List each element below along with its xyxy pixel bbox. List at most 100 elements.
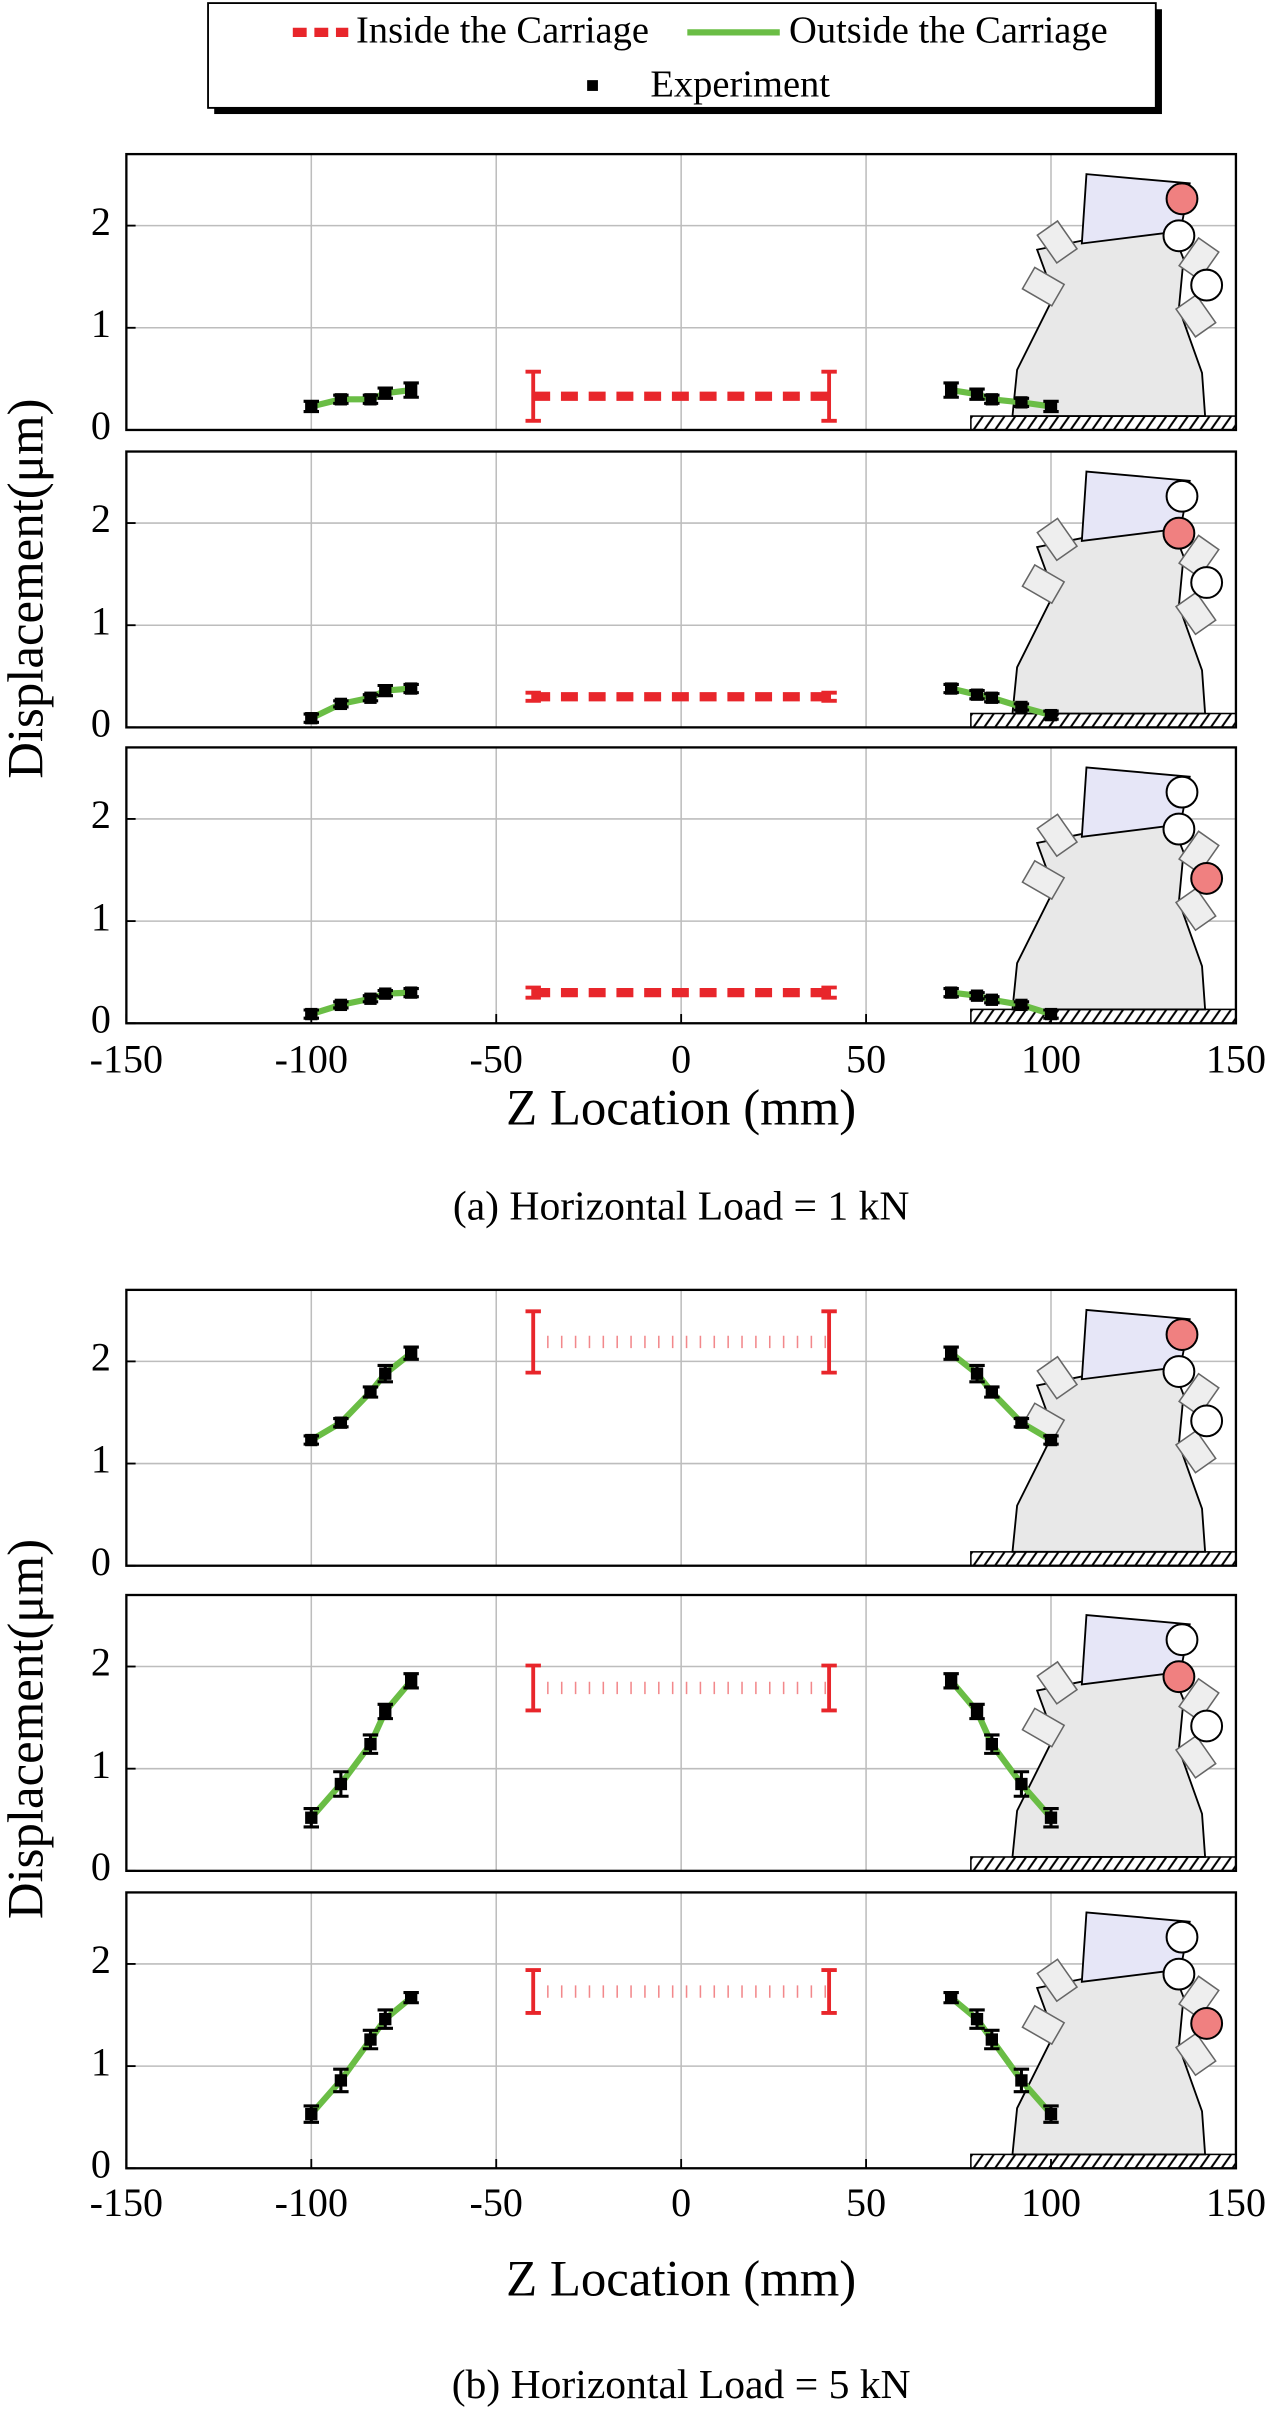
experiment-point <box>334 2074 348 2087</box>
sensor <box>1165 182 1199 216</box>
experiment-point <box>364 1737 377 1751</box>
experiment-point <box>1015 396 1028 409</box>
experiment-point <box>305 1811 318 1824</box>
y-tick-label: 2 <box>91 792 111 837</box>
experiment-point <box>404 383 418 397</box>
roller <box>1178 1372 1220 1417</box>
x-tick-label: -100 <box>275 2180 348 2225</box>
error-bar <box>525 985 541 1000</box>
ground-hatch <box>970 2153 1237 2170</box>
legend-label: Outside the Carriage <box>789 10 1108 52</box>
carriage-schematic <box>970 173 1237 431</box>
experiment-point <box>379 387 392 400</box>
experiment-point <box>970 989 984 1002</box>
y-tick-label: 0 <box>91 2141 111 2186</box>
experiment-point <box>1015 1416 1028 1429</box>
experiment-point <box>404 1347 418 1360</box>
experiment-point <box>334 1777 348 1791</box>
experiment-point <box>944 1347 958 1360</box>
y-tick-label: 2 <box>91 199 111 244</box>
experiment-point <box>1044 1433 1058 1447</box>
sensor <box>1162 1355 1196 1388</box>
error-bar <box>525 369 541 423</box>
figure-caption: (b) Horizontal Load = 5 kN <box>452 2361 911 2408</box>
roller <box>1174 887 1217 932</box>
rail-body <box>1011 1667 1207 1858</box>
y-tick-label: 1 <box>91 894 111 939</box>
experiment-point <box>364 691 377 704</box>
experiment-point <box>305 1433 318 1447</box>
ground-hatch <box>970 1551 1237 1567</box>
y-tick-label: 2 <box>91 1640 111 1685</box>
experiment-point <box>1015 1777 1028 1791</box>
sensor <box>1190 268 1224 302</box>
sensor <box>1165 775 1199 809</box>
plot-frame <box>125 152 1238 432</box>
error-bar <box>525 1968 541 2015</box>
experiment-point <box>985 2033 998 2046</box>
error-bar <box>821 1309 837 1375</box>
roller <box>1178 830 1220 875</box>
error-bar <box>821 369 837 423</box>
carriage-schematic <box>970 470 1237 729</box>
ground-hatch <box>970 415 1237 431</box>
plot-frame <box>125 1288 1238 1567</box>
roller <box>1174 591 1217 636</box>
experiment-point <box>944 682 958 695</box>
legend-label: Inside the Carriage <box>356 10 649 52</box>
sensor <box>1162 812 1196 846</box>
ground-hatch <box>970 1856 1237 1872</box>
plot-frame <box>125 450 1238 729</box>
x-axis-label: Z Location (mm) <box>506 1079 856 1135</box>
y-tick-label: 1 <box>91 1437 111 1482</box>
error-bar <box>821 1663 837 1713</box>
error-bar <box>525 1309 541 1375</box>
legend-box <box>207 2 1157 109</box>
x-tick-label: 150 <box>1206 2180 1266 2225</box>
roller <box>1036 219 1079 264</box>
y-tick-label: 0 <box>91 1844 111 1889</box>
y-tick-label: 2 <box>91 1335 111 1380</box>
ground-hatch <box>970 712 1237 729</box>
sensor <box>1190 1709 1224 1743</box>
rail-body <box>1011 524 1207 715</box>
experiment-point <box>1015 700 1028 714</box>
x-tick-label: 50 <box>846 2180 886 2225</box>
roller <box>1036 1958 1079 2003</box>
legend-swatch <box>587 80 598 91</box>
error-bar <box>821 1968 837 2015</box>
experiment-point <box>379 684 392 697</box>
experiment-point <box>364 2033 377 2046</box>
experiment-point <box>970 688 984 701</box>
experiment-point <box>1044 2107 1058 2121</box>
y-axis-label: Displacement(μm) <box>0 399 53 779</box>
roller <box>1178 1677 1220 1722</box>
sensor <box>1190 1404 1224 1438</box>
y-tick-label: 1 <box>91 2039 111 2084</box>
roller <box>1036 517 1079 562</box>
error-bar <box>821 985 837 1000</box>
roller <box>1021 1707 1066 1748</box>
plot-frame <box>125 1593 1238 1873</box>
sensor <box>1190 2007 1224 2040</box>
experiment-point <box>970 1367 984 1380</box>
roller <box>1174 2032 1217 2077</box>
sensor <box>1190 566 1224 599</box>
y-tick-label: 1 <box>91 598 111 643</box>
roller <box>1174 293 1217 338</box>
legend-label: Experiment <box>650 64 830 106</box>
experiment-point <box>364 393 377 406</box>
experiment-point <box>944 383 958 397</box>
experiment-point <box>404 1674 418 1687</box>
roller <box>1036 813 1079 858</box>
experiment-point <box>379 1367 392 1380</box>
ground-hatch <box>970 1008 1237 1025</box>
experiment-point <box>970 388 984 401</box>
error-bar <box>821 690 837 703</box>
sensor <box>1165 1623 1199 1657</box>
y-tick-label: 1 <box>91 1742 111 1787</box>
experiment-point <box>334 1416 348 1429</box>
x-axis-label: Z Location (mm) <box>506 2251 856 2307</box>
sensor <box>1190 861 1224 895</box>
